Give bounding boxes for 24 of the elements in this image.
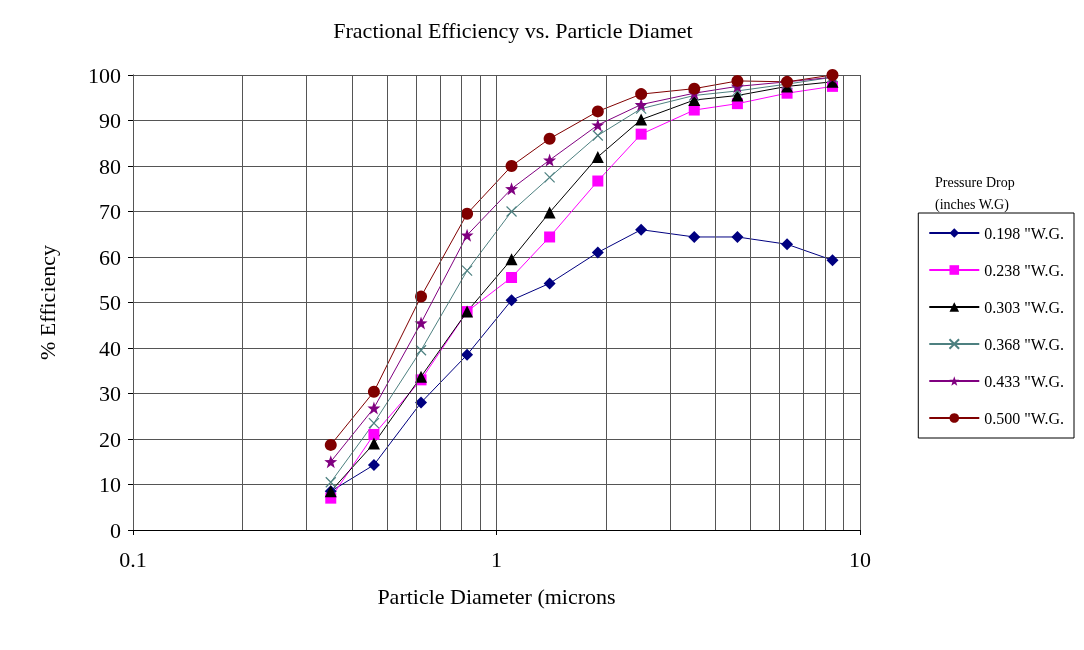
legend-label: 0.198 "W.G. [984, 224, 1064, 242]
legend-label: 0.238 "W.G. [984, 261, 1064, 279]
y-tick-label: 30 [99, 381, 121, 406]
legend-label: 0.433 "W.G. [984, 372, 1064, 390]
legend-label: 0.303 "W.G. [984, 298, 1064, 316]
y-tick-label: 50 [99, 290, 121, 315]
legend-label: 0.500 "W.G. [984, 409, 1064, 427]
y-tick-label: 10 [99, 472, 121, 497]
y-tick-label: 20 [99, 426, 121, 452]
y-tick-label: 0 [110, 517, 121, 543]
y-axis-title: % Efficiency [34, 244, 60, 361]
x-axis-title: Particle Diameter (microns [377, 583, 616, 609]
x-tick-label: 1 [491, 546, 502, 572]
legend-label: 0.368 "W.G. [984, 335, 1064, 353]
x-tick-label: 10 [849, 546, 871, 572]
y-tick-label: 40 [99, 335, 121, 361]
chart-title: Fractional Efficiency vs. Particle Diamet [333, 17, 693, 43]
y-tick-label: 70 [99, 199, 121, 224]
y-tick-label: 80 [99, 153, 121, 179]
y-tick-label: 100 [88, 62, 121, 88]
y-tick-label: 60 [99, 244, 121, 270]
x-tick-label: 0.1 [119, 546, 147, 572]
legend-title: Pressure Drop (inches W.G) [935, 174, 1015, 213]
y-tick-label: 90 [99, 108, 121, 133]
